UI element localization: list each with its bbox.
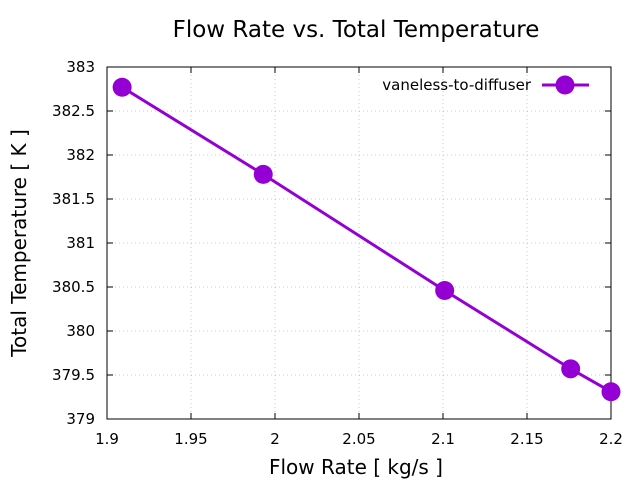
legend-label: vaneless-to-diffuser bbox=[382, 76, 532, 94]
x-tick-label: 2.15 bbox=[510, 430, 543, 448]
data-point bbox=[253, 164, 273, 184]
x-tick-label: 2 bbox=[270, 430, 280, 448]
legend-marker bbox=[555, 75, 575, 95]
axis-ticks: 1.9 1.95 2 2.05 2.1 2.15 2.2 379 379.5 380 380.5 38… bbox=[52, 58, 623, 448]
grid bbox=[107, 67, 611, 419]
y-tick-label: 380 bbox=[66, 322, 95, 340]
data-point bbox=[435, 281, 455, 301]
x-tick-label: 1.95 bbox=[174, 430, 207, 448]
y-tick-label: 382.5 bbox=[52, 102, 95, 120]
y-tick-label: 381.5 bbox=[52, 190, 95, 208]
x-tick-label: 2.05 bbox=[342, 430, 375, 448]
x-tick-label: 1.9 bbox=[95, 430, 119, 448]
y-tick-label: 381 bbox=[66, 234, 95, 252]
chart-title: Flow Rate vs. Total Temperature bbox=[173, 17, 540, 43]
legend: vaneless-to-diffuser bbox=[382, 75, 589, 95]
y-tick-label: 379 bbox=[66, 410, 95, 428]
data-point bbox=[561, 359, 581, 379]
x-tick-label: 2.1 bbox=[431, 430, 455, 448]
y-tick-label: 380.5 bbox=[52, 278, 95, 296]
series-line bbox=[121, 85, 612, 394]
y-axis-label: Total Temperature [ K ] bbox=[7, 129, 31, 358]
data-point bbox=[112, 77, 132, 97]
x-tick-label: 2.2 bbox=[599, 430, 623, 448]
data-point bbox=[601, 382, 621, 402]
y-tick-label: 383 bbox=[66, 58, 95, 76]
y-tick-label: 382 bbox=[66, 146, 95, 164]
x-axis-label: Flow Rate [ kg/s ] bbox=[269, 455, 443, 479]
series-group bbox=[112, 77, 621, 402]
y-tick-label: 379.5 bbox=[52, 366, 95, 384]
